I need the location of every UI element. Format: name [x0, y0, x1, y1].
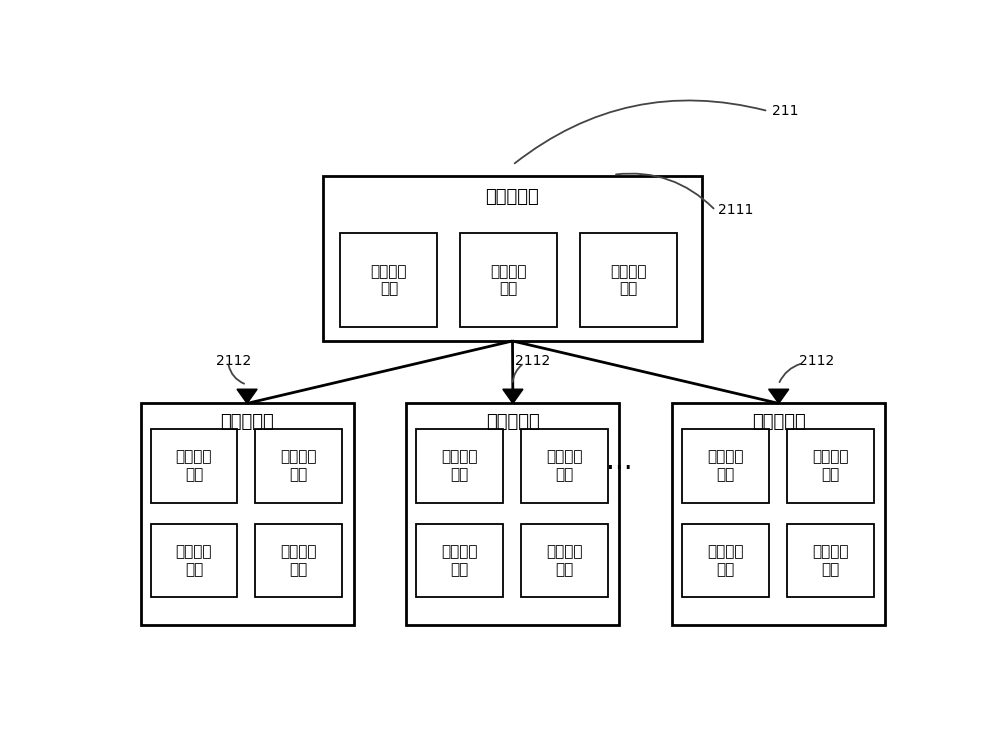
- Text: 2111: 2111: [718, 203, 753, 217]
- Text: 数据收发器: 数据收发器: [486, 413, 540, 431]
- Text: 数据接收
模块: 数据接收 模块: [546, 450, 583, 482]
- Polygon shape: [237, 389, 257, 403]
- Text: 数据接收
模块: 数据接收 模块: [812, 450, 848, 482]
- Bar: [340, 233, 437, 326]
- Bar: [151, 429, 237, 503]
- Text: 2112: 2112: [216, 354, 252, 368]
- Text: 连接接收
模块: 连接接收 模块: [707, 450, 744, 482]
- Bar: [521, 429, 608, 503]
- Text: 故障处理
模块: 故障处理 模块: [280, 545, 317, 577]
- Bar: [323, 176, 702, 341]
- Bar: [521, 524, 608, 598]
- Bar: [787, 429, 874, 503]
- Text: 211: 211: [772, 104, 799, 118]
- Bar: [580, 233, 677, 326]
- Bar: [255, 524, 342, 598]
- Bar: [682, 524, 769, 598]
- Text: 数据收发器: 数据收发器: [220, 413, 274, 431]
- Bar: [406, 403, 619, 625]
- Bar: [140, 403, 354, 625]
- Bar: [672, 403, 885, 625]
- Bar: [151, 524, 237, 598]
- Polygon shape: [503, 389, 523, 403]
- Text: 数据收发器: 数据收发器: [752, 413, 806, 431]
- Text: 连接监听
模块: 连接监听 模块: [371, 264, 407, 296]
- Text: 故障处理
模块: 故障处理 模块: [812, 545, 848, 577]
- Text: 连接管理器: 连接管理器: [486, 188, 539, 206]
- Text: 故障处理
模块: 故障处理 模块: [546, 545, 583, 577]
- Text: 连接建立
模块: 连接建立 模块: [490, 264, 526, 296]
- Bar: [682, 429, 769, 503]
- Bar: [416, 429, 503, 503]
- Text: 2112: 2112: [799, 354, 834, 368]
- Text: 数据转发
模块: 数据转发 模块: [176, 545, 212, 577]
- Bar: [255, 429, 342, 503]
- Text: ···: ···: [606, 455, 633, 483]
- Polygon shape: [769, 389, 789, 403]
- Text: 连接接收
模块: 连接接收 模块: [176, 450, 212, 482]
- Text: 连接接收
模块: 连接接收 模块: [442, 450, 478, 482]
- Text: 数据转发
模块: 数据转发 模块: [442, 545, 478, 577]
- Bar: [460, 233, 557, 326]
- Text: 2112: 2112: [515, 354, 550, 368]
- Text: 数据转发
模块: 数据转发 模块: [707, 545, 744, 577]
- Bar: [416, 524, 503, 598]
- Text: 数据接收
模块: 数据接收 模块: [280, 450, 317, 482]
- Bar: [787, 524, 874, 598]
- Text: 连接分派
模块: 连接分派 模块: [610, 264, 647, 296]
